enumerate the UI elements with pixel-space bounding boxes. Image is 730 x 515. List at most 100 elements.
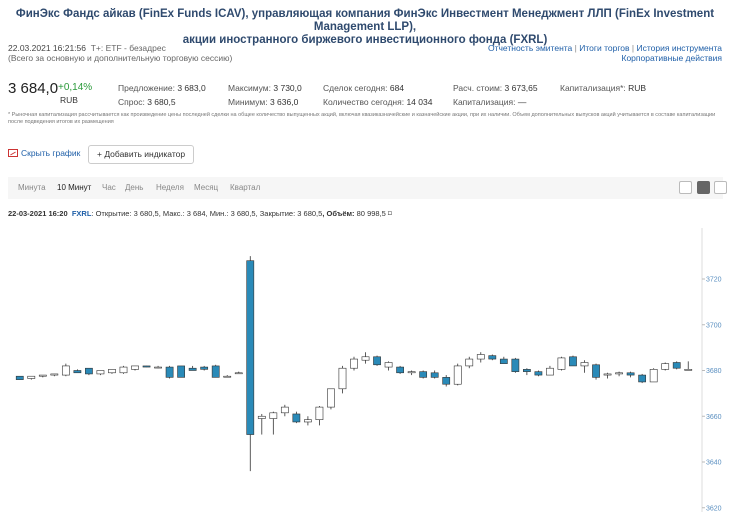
candle[interactable] [350,356,358,371]
board-label: T+: ETF - безадрес [90,43,166,53]
candle-body-down [15,375,24,380]
candle[interactable] [234,371,243,375]
candle[interactable] [96,370,105,376]
candle[interactable] [638,373,647,384]
tab-week[interactable]: Неделя [156,183,184,192]
stat-max: Максимум: 3 730,0 [228,83,302,93]
candle[interactable] [649,368,658,383]
candle[interactable] [615,371,623,377]
candle-body-down [638,374,647,383]
candle-body-down [396,366,404,374]
candle[interactable] [165,365,174,379]
candle[interactable] [419,370,428,379]
candle-body-up [108,369,116,374]
candlestick-chart[interactable]: 3620 3640 3660 3680 3700 3720 [0,228,730,515]
candle-body-down [569,356,577,367]
tab-month[interactable]: Месяц [194,183,219,192]
candle-body-up [649,369,658,383]
candle[interactable] [684,361,693,371]
candle[interactable] [592,363,600,380]
candle[interactable] [15,375,24,380]
stat-offer: Предложение: 3 683,0 [118,83,206,93]
line-chart-icon[interactable] [679,181,692,194]
link-instrument-history[interactable]: История инструмента [636,43,723,53]
stat-deals-value: 684 [389,83,405,93]
candle[interactable] [476,352,485,363]
candle-body-down [488,355,497,360]
chart-icon [8,149,18,157]
candle[interactable] [85,367,93,376]
stat-cap1-value: RUB [628,83,647,93]
candle[interactable] [61,363,70,377]
candle[interactable] [188,365,197,371]
candle[interactable] [257,413,266,435]
candle[interactable] [304,416,312,426]
hide-chart-button[interactable]: Скрыть график [8,148,80,158]
candlestick-chart-icon[interactable] [697,181,710,194]
candle[interactable] [534,370,543,377]
candle[interactable] [327,388,335,410]
candle[interactable] [73,369,82,374]
add-indicator-button[interactable]: + Добавить индикатор [88,145,195,164]
tab-10-minutes[interactable]: 10 Минут [57,183,92,192]
candle[interactable] [177,365,185,378]
candle[interactable] [38,374,47,378]
candle[interactable] [50,373,59,377]
candle[interactable] [546,365,554,376]
candle[interactable] [511,357,520,373]
candle[interactable] [672,361,681,370]
tab-hour[interactable]: Час [102,183,116,192]
y-tick-label: 3640 [706,460,722,467]
candle[interactable] [557,356,566,371]
candle[interactable] [580,360,589,373]
candle[interactable] [131,365,139,371]
candle[interactable] [142,365,151,368]
candle[interactable] [407,370,416,376]
candle[interactable] [119,365,128,374]
link-corporate-actions[interactable]: Корпоративные действия [621,53,723,63]
link-trading-results[interactable]: Итоги торгов [579,43,630,53]
candle-body-up [557,357,566,370]
tab-day[interactable]: День [125,183,144,192]
candle[interactable] [200,365,209,371]
stat-cap2-value: — [517,97,527,107]
candle[interactable] [626,371,635,378]
candle[interactable] [246,256,255,472]
candle-body-up [684,369,693,371]
candle[interactable] [465,356,474,369]
candle[interactable] [315,405,324,426]
candle[interactable] [338,365,347,394]
candle[interactable] [603,372,612,379]
candle[interactable] [361,352,370,364]
candle[interactable] [396,365,404,374]
candle-body-up [223,375,232,378]
candle[interactable] [223,375,232,378]
candle[interactable] [292,411,301,424]
candle-body-up [304,419,312,423]
candle[interactable] [373,355,381,366]
candle[interactable] [269,411,278,435]
candle[interactable] [569,355,577,367]
candle[interactable] [430,370,439,379]
candle[interactable] [27,375,36,380]
candle-body-up [453,365,462,385]
candle[interactable] [453,363,462,386]
candle[interactable] [154,365,162,369]
tab-quarter[interactable]: Квартал [230,183,261,192]
bar-chart-icon[interactable] [714,181,727,194]
candle[interactable] [384,361,393,371]
candle[interactable] [108,369,116,374]
candle[interactable] [523,368,531,376]
candle[interactable] [488,354,497,361]
candle[interactable] [280,404,289,417]
page-title: ФинЭкс Фандс айкав (FinEx Funds ICAV), у… [0,8,730,47]
candle[interactable] [499,356,508,364]
candle-body-up [269,412,278,419]
candle[interactable] [661,362,670,371]
tab-minute[interactable]: Минута [18,183,46,192]
link-issuer-reports[interactable]: Отчетность эмитента [487,43,573,53]
candle-body-up [350,358,358,369]
candle[interactable] [211,364,220,378]
high-value: 3 684 [186,209,206,218]
candle[interactable] [442,375,451,387]
